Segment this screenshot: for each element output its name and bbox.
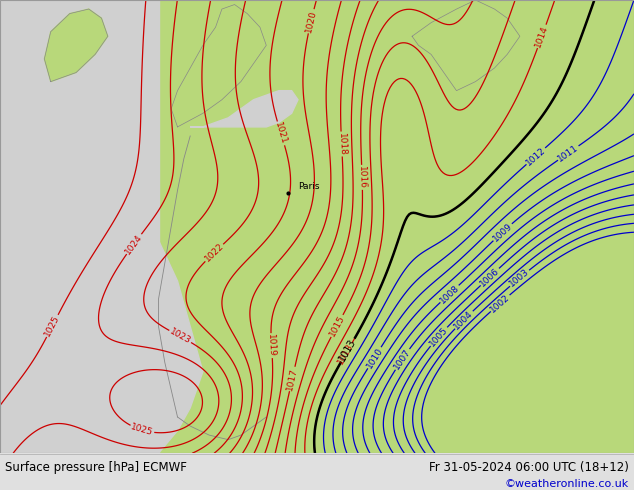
- Text: 1021: 1021: [273, 121, 288, 146]
- Text: 1013: 1013: [336, 342, 355, 366]
- Polygon shape: [0, 218, 203, 453]
- Text: 1024: 1024: [124, 232, 145, 256]
- Text: 1004: 1004: [453, 309, 475, 331]
- Polygon shape: [0, 0, 158, 453]
- Text: 1022: 1022: [203, 242, 226, 264]
- Text: 1012: 1012: [524, 145, 547, 167]
- Text: 1020: 1020: [304, 9, 318, 33]
- Text: 1006: 1006: [478, 266, 501, 288]
- Text: 1025: 1025: [130, 422, 154, 438]
- Text: 1008: 1008: [438, 283, 461, 305]
- Text: 1025: 1025: [43, 314, 61, 338]
- Text: 1017: 1017: [285, 367, 299, 391]
- Text: Surface pressure [hPa] ECMWF: Surface pressure [hPa] ECMWF: [5, 461, 187, 474]
- Polygon shape: [190, 91, 298, 127]
- Polygon shape: [158, 0, 634, 453]
- Text: 1019: 1019: [266, 334, 276, 357]
- Text: 1013: 1013: [337, 337, 358, 363]
- Text: 1023: 1023: [168, 327, 193, 346]
- Text: 1002: 1002: [489, 292, 512, 314]
- Text: 1003: 1003: [508, 268, 531, 289]
- Polygon shape: [412, 0, 520, 91]
- Text: 1014: 1014: [534, 24, 550, 49]
- Text: 1016: 1016: [357, 166, 367, 189]
- Text: 1007: 1007: [392, 347, 413, 371]
- Text: 1009: 1009: [491, 221, 514, 243]
- Text: 1010: 1010: [365, 345, 384, 370]
- Polygon shape: [44, 9, 108, 82]
- Text: ©weatheronline.co.uk: ©weatheronline.co.uk: [505, 480, 629, 490]
- Text: 1018: 1018: [337, 132, 347, 156]
- Polygon shape: [171, 4, 266, 127]
- Polygon shape: [0, 0, 139, 453]
- Text: 1015: 1015: [328, 314, 346, 338]
- Text: Fr 31-05-2024 06:00 UTC (18+12): Fr 31-05-2024 06:00 UTC (18+12): [429, 461, 629, 474]
- Text: 1011: 1011: [556, 143, 580, 163]
- Text: Paris: Paris: [298, 182, 320, 191]
- Text: 1005: 1005: [428, 325, 450, 348]
